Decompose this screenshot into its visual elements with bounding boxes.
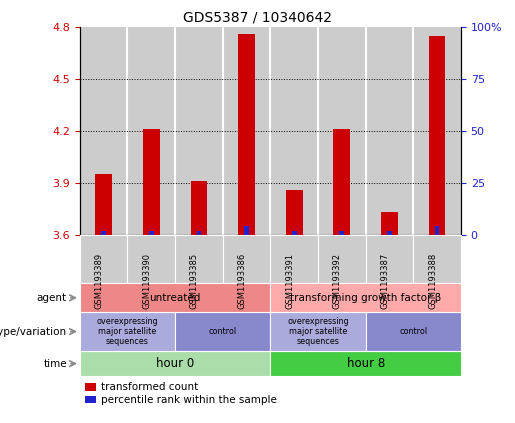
Text: agent: agent: [37, 293, 67, 303]
Bar: [149, 231, 153, 235]
Text: GSM1193388: GSM1193388: [428, 253, 437, 309]
Bar: [292, 231, 297, 235]
Text: overexpressing
major satellite
sequences: overexpressing major satellite sequences: [287, 317, 349, 346]
Text: control: control: [209, 327, 237, 336]
Text: genotype/variation: genotype/variation: [0, 327, 67, 337]
Bar: [80, 27, 128, 235]
Bar: [413, 27, 461, 235]
Bar: [270, 351, 461, 376]
Bar: [286, 190, 302, 235]
Bar: [175, 312, 270, 351]
Text: GSM1193385: GSM1193385: [190, 253, 199, 309]
Bar: [387, 231, 392, 235]
Text: hour 0: hour 0: [156, 357, 194, 370]
Bar: [366, 312, 461, 351]
Bar: [197, 231, 201, 235]
Bar: [334, 129, 350, 235]
Text: control: control: [399, 327, 427, 336]
Bar: [366, 27, 413, 235]
Bar: [191, 181, 207, 235]
Bar: [339, 231, 344, 235]
Text: GSM1193392: GSM1193392: [333, 253, 342, 309]
Bar: [366, 235, 413, 283]
Text: overexpressing
major satellite
sequences: overexpressing major satellite sequences: [97, 317, 158, 346]
Bar: [80, 283, 270, 312]
Bar: [128, 27, 175, 235]
Text: transformed count: transformed count: [101, 382, 199, 392]
Text: untreated: untreated: [149, 293, 201, 303]
Bar: [318, 235, 366, 283]
Text: GDS5387 / 10340642: GDS5387 / 10340642: [183, 11, 332, 25]
Text: hour 8: hour 8: [347, 357, 385, 370]
Bar: [270, 235, 318, 283]
Bar: [270, 283, 461, 312]
Text: time: time: [43, 359, 67, 369]
Bar: [222, 235, 270, 283]
Bar: [85, 396, 96, 404]
Text: percentile rank within the sample: percentile rank within the sample: [101, 395, 278, 404]
Bar: [80, 312, 175, 351]
Bar: [435, 226, 439, 235]
Bar: [238, 34, 255, 235]
Text: GSM1193390: GSM1193390: [142, 253, 151, 309]
Bar: [222, 27, 270, 235]
Bar: [143, 129, 160, 235]
Bar: [95, 174, 112, 235]
Bar: [85, 383, 96, 391]
Bar: [175, 27, 222, 235]
Text: GSM1193389: GSM1193389: [95, 253, 104, 309]
Bar: [128, 235, 175, 283]
Bar: [101, 231, 106, 235]
Text: transforming growth factor β: transforming growth factor β: [290, 293, 441, 303]
Text: GSM1193386: GSM1193386: [237, 253, 247, 309]
Text: GSM1193391: GSM1193391: [285, 253, 294, 309]
Bar: [270, 27, 318, 235]
Bar: [413, 235, 461, 283]
Bar: [270, 312, 366, 351]
Bar: [429, 36, 445, 235]
Bar: [381, 212, 398, 235]
Bar: [80, 235, 128, 283]
Bar: [80, 351, 270, 376]
Bar: [318, 27, 366, 235]
Text: GSM1193387: GSM1193387: [381, 253, 389, 309]
Bar: [244, 226, 249, 235]
Bar: [175, 235, 222, 283]
